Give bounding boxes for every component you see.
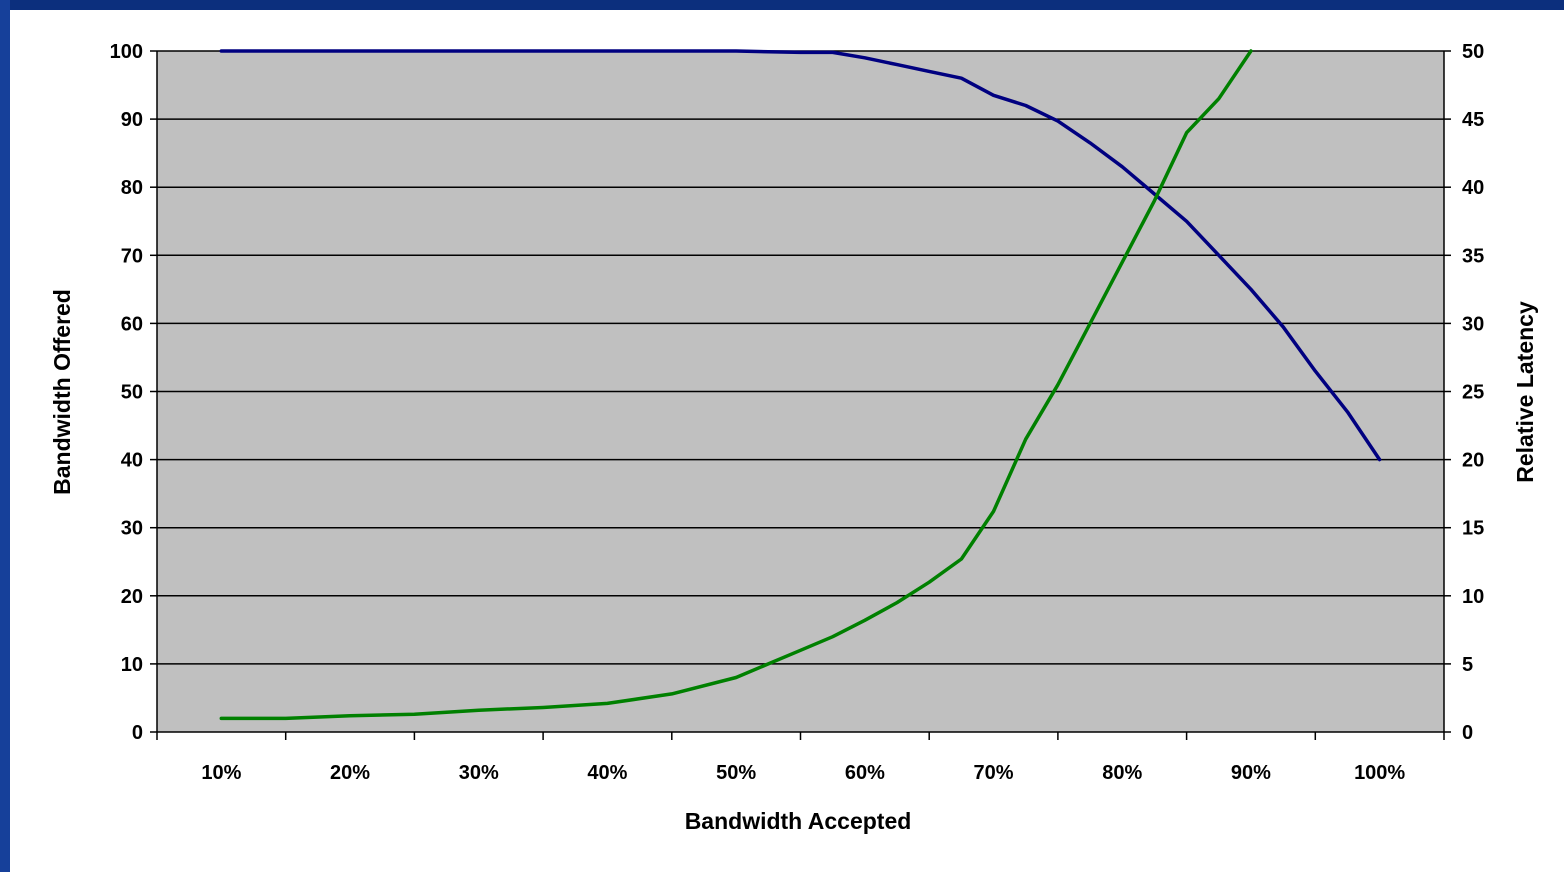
x-tick-label: 30% xyxy=(459,762,499,784)
right-y-tick-label: 25 xyxy=(1462,382,1484,404)
right-y-tick-label: 10 xyxy=(1462,586,1484,608)
left-y-tick-label: 70 xyxy=(121,245,143,267)
right-y-tick-label: 45 xyxy=(1462,109,1484,131)
left-y-tick-label: 60 xyxy=(121,313,143,335)
x-tick-label: 60% xyxy=(845,762,885,784)
left-y-tick-label: 50 xyxy=(121,382,143,404)
x-axis-title: Bandwidth Accepted xyxy=(685,808,912,834)
x-tick-label: 100% xyxy=(1354,762,1405,784)
right-y-tick-label: 40 xyxy=(1462,177,1484,199)
x-tick-label: 40% xyxy=(587,762,627,784)
x-tick-label: 90% xyxy=(1231,762,1271,784)
x-tick-label: 50% xyxy=(716,762,756,784)
right-y-tick-label: 30 xyxy=(1462,313,1484,335)
ticks-layer xyxy=(150,50,1451,740)
slide-left-bar xyxy=(0,0,10,872)
right-y-axis-title: Relative Latency xyxy=(1512,301,1538,483)
slide-top-bar xyxy=(0,0,1564,10)
x-tick-label: 80% xyxy=(1102,762,1142,784)
x-tick-label: 10% xyxy=(201,762,241,784)
left-y-tick-label: 40 xyxy=(121,450,143,472)
left-y-tick-label: 30 xyxy=(121,518,143,540)
right-y-tick-label: 0 xyxy=(1462,722,1473,744)
right-y-tick-label: 5 xyxy=(1462,654,1473,676)
labels-layer: 0 10 20 30 40 50 60 70 80 90 100 0 5 10 15 20 25 30 35 40 45… xyxy=(110,41,1485,784)
x-tick-label: 70% xyxy=(974,762,1014,784)
right-y-tick-label: 35 xyxy=(1462,245,1484,267)
left-y-tick-label: 90 xyxy=(121,109,143,131)
left-y-tick-label: 0 xyxy=(132,722,143,744)
series-layer xyxy=(219,49,1382,721)
right-y-tick-label: 15 xyxy=(1462,518,1484,540)
series-line-2 xyxy=(219,49,1253,721)
x-tick-label: 20% xyxy=(330,762,370,784)
left-y-axis-title: Bandwidth Offered xyxy=(49,289,75,495)
series-line-1 xyxy=(219,49,1382,462)
left-y-tick-label: 100 xyxy=(110,41,143,63)
right-y-tick-label: 20 xyxy=(1462,450,1484,472)
right-y-tick-label: 50 xyxy=(1462,41,1484,63)
left-y-tick-label: 80 xyxy=(121,177,143,199)
left-y-tick-label: 20 xyxy=(121,586,143,608)
left-y-tick-label: 10 xyxy=(121,654,143,676)
